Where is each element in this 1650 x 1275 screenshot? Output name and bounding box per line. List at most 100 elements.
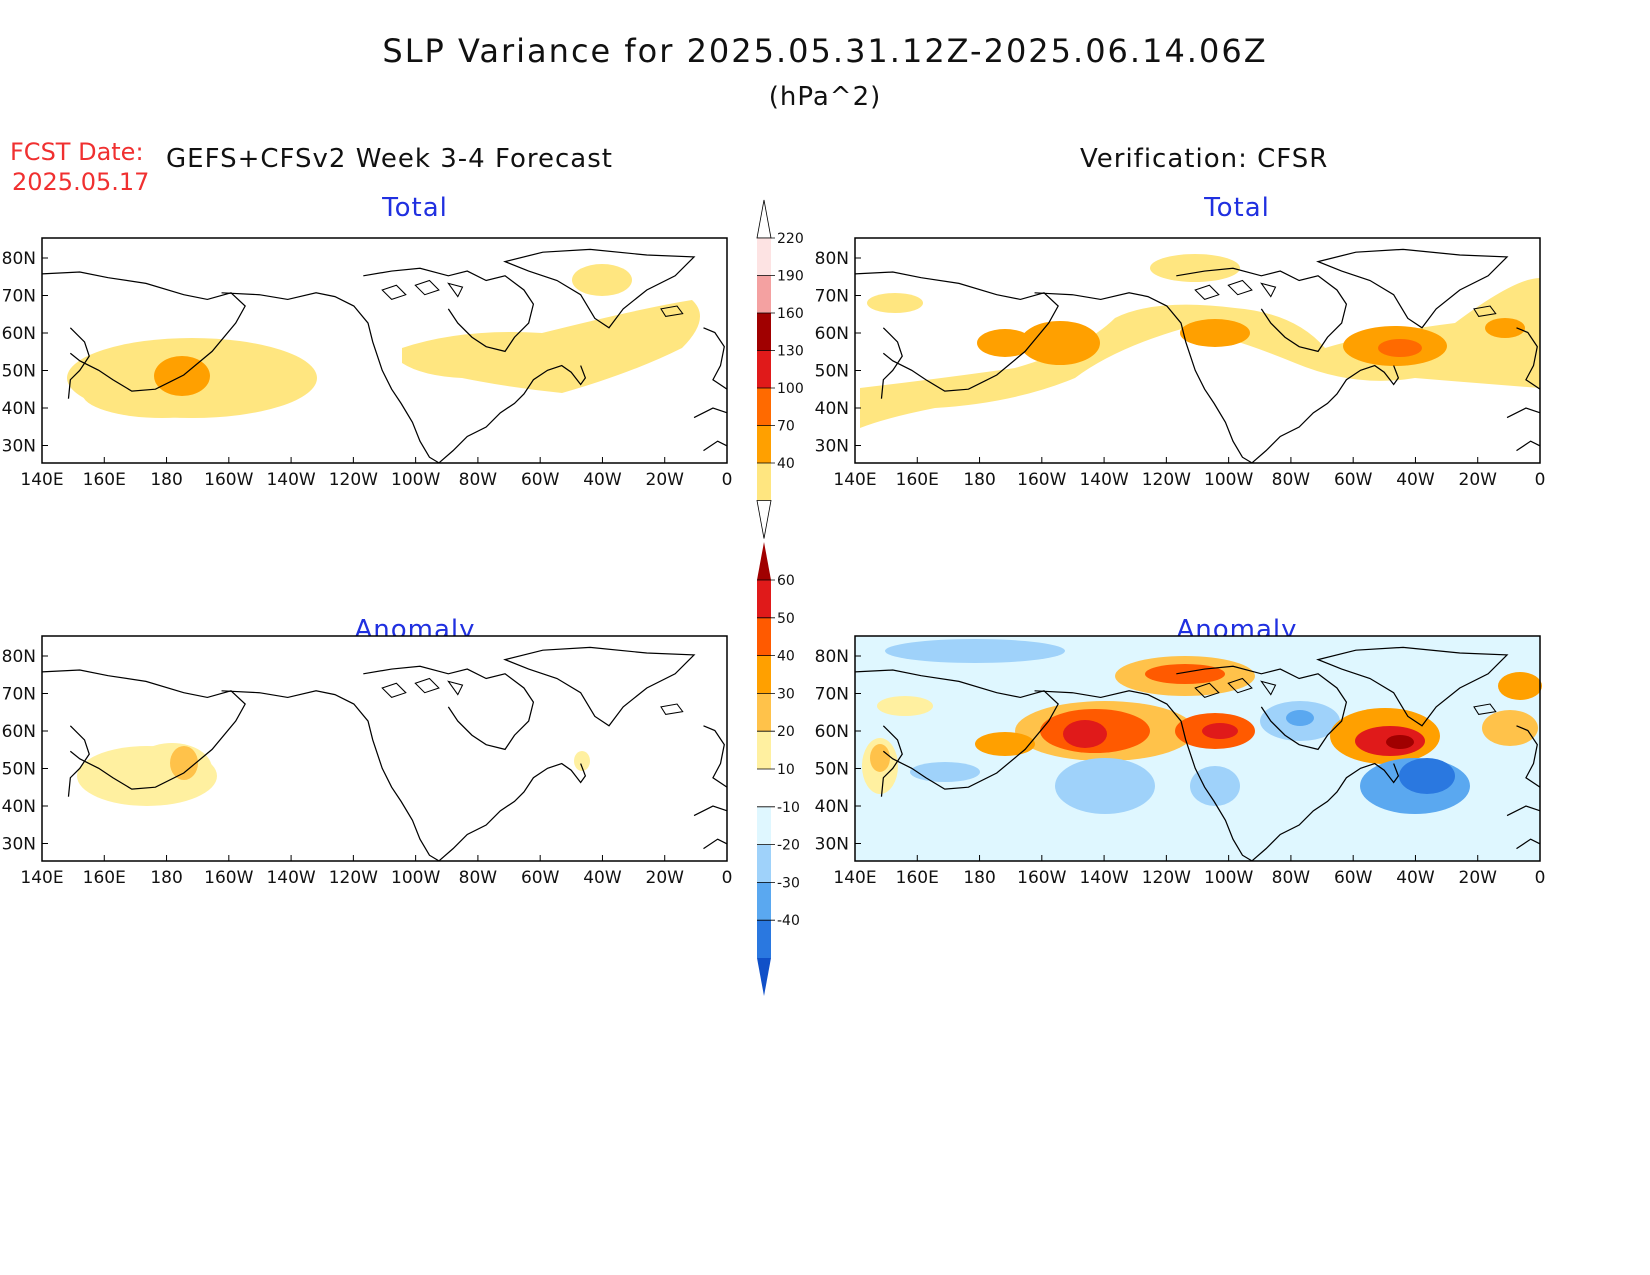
lat-tick-label: 60N bbox=[815, 722, 849, 742]
colorbar-segment bbox=[757, 693, 771, 732]
lat-tick-label: 30N bbox=[815, 437, 849, 457]
lon-tick-label: 0 bbox=[1535, 470, 1546, 490]
lon-tick-label: 60W bbox=[1334, 868, 1373, 888]
map-panel-bottom-left bbox=[41, 635, 728, 862]
lon-tick-label: 100W bbox=[1204, 470, 1253, 490]
colorbar-level-label: 40 bbox=[777, 649, 795, 665]
page-unit: (hPa^2) bbox=[768, 82, 882, 112]
colorbar-level-label: 220 bbox=[777, 231, 804, 247]
page-title: SLP Variance for 2025.05.31.12Z-2025.06.… bbox=[382, 32, 1268, 70]
colorbar-segment bbox=[757, 920, 771, 958]
panel-title-top-left: Total bbox=[382, 193, 448, 223]
lon-tick-label: 0 bbox=[722, 470, 733, 490]
lon-tick-label: 100W bbox=[391, 470, 440, 490]
lat-tick-label: 80N bbox=[815, 647, 849, 667]
colorbar-cap-bottom bbox=[756, 500, 772, 539]
lon-tick-label: 160W bbox=[1017, 470, 1066, 490]
colorbar-level-label: 40 bbox=[777, 456, 795, 472]
colorbar-level-label: 100 bbox=[777, 381, 804, 397]
map-panel-top-left bbox=[41, 237, 728, 464]
map-panel-top-right bbox=[854, 237, 1541, 464]
lon-tick-label: 40W bbox=[583, 470, 622, 490]
lat-tick-label: 40N bbox=[815, 797, 849, 817]
lon-tick-label: 140W bbox=[1079, 868, 1128, 888]
colorbar-level-label: 30 bbox=[777, 686, 795, 702]
colorbar-segment bbox=[757, 238, 771, 276]
colorbar-segment bbox=[757, 388, 771, 426]
lon-tick-label: 120W bbox=[1142, 868, 1191, 888]
lat-tick-label: 40N bbox=[2, 797, 36, 817]
fcst-label: FCST Date: bbox=[10, 138, 144, 166]
lon-tick-label: 80W bbox=[459, 470, 498, 490]
colorbar-segment bbox=[757, 350, 771, 388]
lon-tick-label: 0 bbox=[722, 868, 733, 888]
colorbar-level-label: 160 bbox=[777, 306, 804, 322]
colorbar-segment bbox=[757, 882, 771, 921]
lon-tick-label: 0 bbox=[1535, 868, 1546, 888]
colorbar-segment bbox=[757, 731, 771, 769]
lon-tick-label: 160E bbox=[83, 470, 126, 490]
lon-tick-label: 160W bbox=[204, 868, 253, 888]
lon-tick-label: 140W bbox=[266, 868, 315, 888]
colorbar-level-label: 190 bbox=[777, 269, 804, 285]
lat-tick-label: 60N bbox=[2, 324, 36, 344]
colorbar-level-label: -20 bbox=[777, 838, 800, 854]
colorbar-level-label: -10 bbox=[777, 800, 800, 816]
lon-tick-label: 60W bbox=[521, 868, 560, 888]
lon-tick-label: 140E bbox=[20, 470, 63, 490]
lon-tick-label: 160W bbox=[1017, 868, 1066, 888]
lat-tick-label: 70N bbox=[2, 287, 36, 307]
lon-tick-label: 140E bbox=[833, 470, 876, 490]
lon-tick-label: 40W bbox=[1396, 470, 1435, 490]
lat-tick-label: 50N bbox=[815, 760, 849, 780]
lon-tick-label: 100W bbox=[391, 868, 440, 888]
verification-label: Verification: CFSR bbox=[1080, 144, 1329, 174]
lat-tick-label: 30N bbox=[2, 437, 36, 457]
colorbar-level-label: 20 bbox=[777, 724, 795, 740]
lon-tick-label: 140E bbox=[20, 868, 63, 888]
lat-tick-label: 60N bbox=[2, 722, 36, 742]
lon-tick-label: 140E bbox=[833, 868, 876, 888]
lat-tick-label: 80N bbox=[2, 647, 36, 667]
lon-tick-label: 40W bbox=[1396, 868, 1435, 888]
lat-tick-label: 30N bbox=[815, 835, 849, 855]
panel-title-top-right: Total bbox=[1204, 193, 1270, 223]
lat-tick-label: 70N bbox=[2, 685, 36, 705]
lon-tick-label: 20W bbox=[646, 470, 685, 490]
colorbar-segment bbox=[757, 617, 771, 656]
lat-tick-label: 50N bbox=[815, 362, 849, 382]
model-label: GEFS+CFSv2 Week 3-4 Forecast bbox=[166, 144, 613, 174]
lon-tick-label: 80W bbox=[1272, 470, 1311, 490]
lon-tick-label: 120W bbox=[329, 868, 378, 888]
colorbar-cap-top bbox=[756, 199, 772, 239]
lon-tick-label: 180 bbox=[150, 470, 182, 490]
lon-tick-label: 180 bbox=[963, 470, 995, 490]
colorbar-segment bbox=[757, 275, 771, 313]
colorbar-level-label: 130 bbox=[777, 344, 804, 360]
lon-tick-label: 120W bbox=[329, 470, 378, 490]
colorbar-total: 220 190 160 130 100 70 40 bbox=[756, 199, 804, 539]
lon-tick-label: 160W bbox=[204, 470, 253, 490]
lon-tick-label: 140W bbox=[1079, 470, 1128, 490]
lon-tick-label: 140W bbox=[266, 470, 315, 490]
map-panel-bottom-right bbox=[854, 635, 1542, 862]
lat-tick-label: 30N bbox=[2, 835, 36, 855]
colorbar-level-label: 70 bbox=[777, 419, 795, 435]
fcst-date: 2025.05.17 bbox=[12, 168, 150, 196]
lat-tick-label: 50N bbox=[2, 362, 36, 382]
colorbar-anomaly: 60 50 40 30 20 10 -10 -20 -30 -40 bbox=[757, 542, 800, 996]
lat-tick-label: 40N bbox=[815, 399, 849, 419]
lat-tick-label: 80N bbox=[815, 249, 849, 269]
lon-tick-label: 160E bbox=[896, 470, 939, 490]
colorbar-cap-bottom bbox=[757, 958, 771, 996]
lon-tick-label: 60W bbox=[1334, 470, 1373, 490]
lat-tick-label: 40N bbox=[2, 399, 36, 419]
lon-tick-label: 20W bbox=[1459, 470, 1498, 490]
lon-tick-label: 180 bbox=[963, 868, 995, 888]
lat-tick-label: 60N bbox=[815, 324, 849, 344]
colorbar-level-label: 50 bbox=[777, 611, 795, 627]
lon-tick-label: 160E bbox=[83, 868, 126, 888]
lon-tick-label: 80W bbox=[459, 868, 498, 888]
axis-labels: 140E 160E 180 160W 140W 120W 100W 80W 60W 40W 20W 0… bbox=[2, 249, 1546, 888]
